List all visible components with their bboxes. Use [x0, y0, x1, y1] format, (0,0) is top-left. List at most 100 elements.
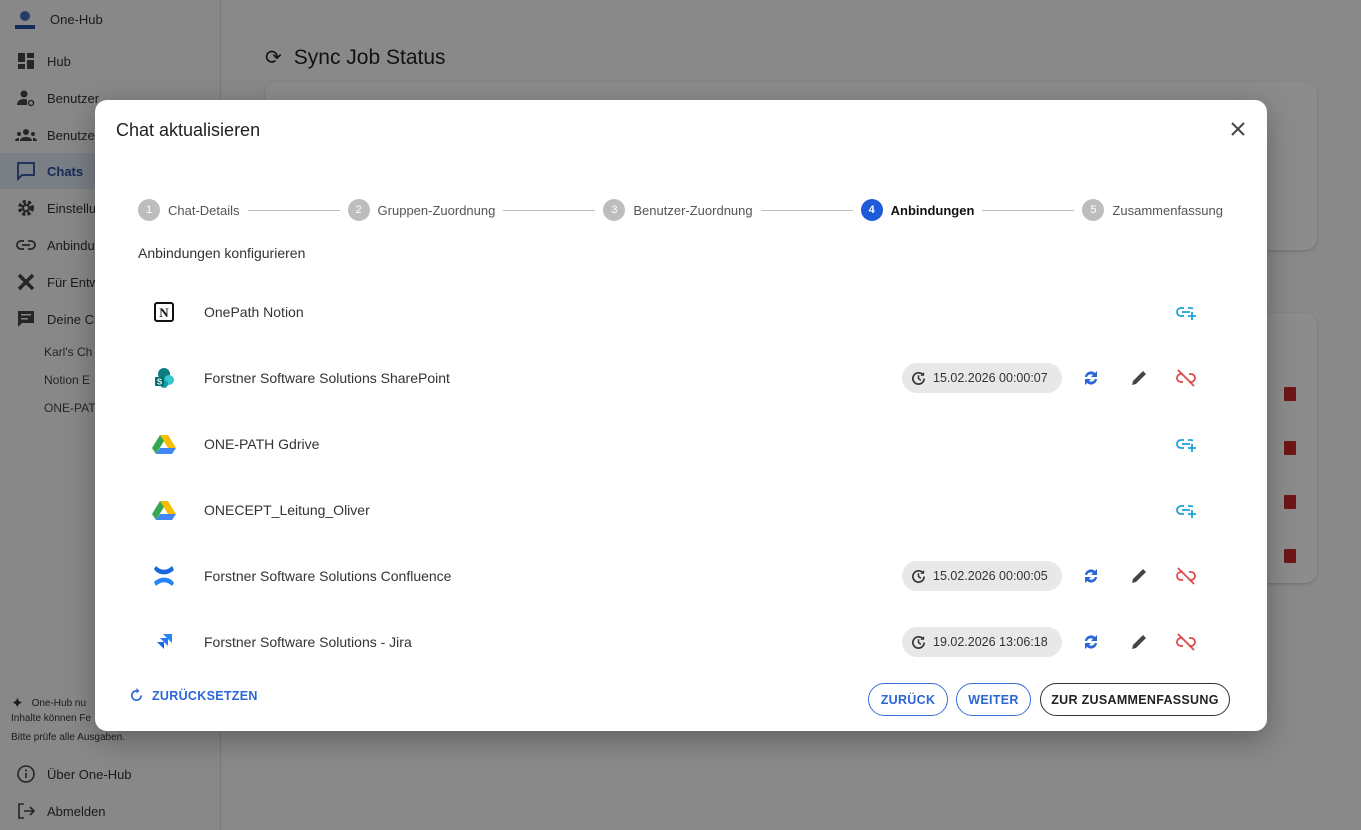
add-link-icon — [1175, 434, 1197, 454]
delete-icon[interactable] — [1284, 495, 1296, 509]
step-label: Anbindungen — [890, 202, 975, 218]
delete-icon[interactable] — [1284, 549, 1296, 563]
history-icon — [911, 371, 926, 386]
step-3[interactable]: 3 Benutzer-Zuordnung — [603, 199, 753, 221]
last-sync-time: 19.02.2026 13:06:18 — [933, 635, 1048, 649]
sidebar-item-label: Benutzer — [47, 90, 100, 106]
step-number: 3 — [603, 199, 626, 221]
reset-icon — [131, 688, 143, 701]
connection-row: S Forstner Software Solutions SharePoint 1… — [138, 356, 1218, 400]
unlink-button[interactable] — [1172, 364, 1200, 392]
delete-icon[interactable] — [1284, 387, 1296, 401]
sidebar-item-einstellu[interactable]: Einstellu — [0, 190, 221, 226]
edit-button[interactable] — [1125, 364, 1153, 392]
dialog-title: Chat aktualisieren — [116, 120, 261, 140]
sync-icon: ⟳ — [265, 47, 282, 69]
add-link-button[interactable] — [1172, 430, 1200, 458]
confluence-icon — [149, 561, 179, 591]
logout-link[interactable]: Abmelden — [0, 793, 221, 829]
reset-button[interactable]: ZURÜCKSETZEN — [129, 688, 258, 703]
step-4[interactable]: 4 Anbindungen — [860, 199, 975, 221]
add-link-icon — [1175, 302, 1197, 322]
chat-link[interactable]: Notion E — [44, 373, 91, 387]
logout-icon — [15, 800, 37, 822]
step-label: Benutzer-Zuordnung — [633, 202, 753, 218]
next-button[interactable]: WEITER — [956, 683, 1031, 716]
add-link-button[interactable] — [1172, 496, 1200, 524]
info-icon — [15, 763, 37, 785]
edit-icon — [1130, 567, 1148, 585]
gdrive-icon — [149, 429, 179, 459]
add-link-button[interactable] — [1172, 298, 1200, 326]
sync-icon — [1081, 368, 1101, 388]
history-icon — [911, 569, 926, 584]
jira-icon — [149, 627, 179, 657]
connection-name: Forstner Software Solutions Confluence — [204, 568, 452, 584]
unlink-button[interactable] — [1172, 562, 1200, 590]
edit-button[interactable] — [1125, 562, 1153, 590]
tools-icon — [15, 271, 37, 293]
sidebar-item-frentw[interactable]: Für Entw — [0, 264, 221, 300]
sidebar-item-anbindu[interactable]: Anbindu — [0, 227, 221, 263]
edit-button[interactable] — [1125, 628, 1153, 656]
summary-button[interactable]: ZUR ZUSAMMENFASSUNG — [1040, 683, 1230, 716]
sidebar-item-label: Einstellu — [47, 200, 97, 216]
section-subtitle: Anbindungen konfigurieren — [138, 245, 306, 261]
dashboard-icon — [15, 50, 37, 72]
connection-name: OnePath Notion — [204, 304, 304, 320]
app-title: One-Hub — [50, 11, 103, 27]
svg-text:S: S — [157, 378, 163, 387]
chat-link[interactable]: ONE-PAT — [44, 401, 96, 415]
chat-link[interactable]: Karl's Ch — [44, 345, 93, 359]
last-sync-chip: 15.02.2026 00:00:05 — [902, 561, 1062, 591]
sync-now-button[interactable] — [1077, 628, 1105, 656]
history-icon — [911, 635, 926, 650]
close-icon[interactable] — [1228, 119, 1248, 139]
reset-label: ZURÜCKSETZEN — [152, 688, 258, 703]
sidebar-item-hub[interactable]: Hub — [0, 43, 221, 79]
sync-now-button[interactable] — [1077, 562, 1105, 590]
sync-now-button[interactable] — [1077, 364, 1105, 392]
link-icon — [15, 234, 37, 256]
step-connector — [503, 209, 596, 211]
logo-icon — [15, 11, 35, 29]
sync-icon — [1081, 566, 1101, 586]
sidebar-item-label: Hub — [47, 53, 71, 69]
edit-icon — [1130, 369, 1148, 387]
update-chat-dialog: Chat aktualisieren 1 Chat-Details 2 Gruppen… — [95, 100, 1267, 731]
step-2[interactable]: 2 Gruppen-Zuordnung — [347, 199, 496, 221]
sidebar-item-deinech[interactable]: Deine Ch — [0, 301, 221, 337]
connection-row: Forstner Software Solutions Confluence 15… — [138, 554, 1218, 598]
unlink-button[interactable] — [1172, 628, 1200, 656]
sidebar-item-label: Deine Ch — [47, 311, 102, 327]
logout-label: Abmelden — [47, 803, 106, 819]
app-brand[interactable]: One-Hub — [14, 8, 103, 30]
ai-notice: Inhalte können Fe — [11, 713, 92, 724]
delete-icon[interactable] — [1284, 441, 1296, 455]
page-title-text: Sync Job Status — [293, 45, 446, 69]
connection-name: Forstner Software Solutions - Jira — [204, 634, 412, 650]
sidebar-item-benutzer[interactable]: Benutzer — [0, 80, 221, 116]
connection-row: ONE-PATH Gdrive — [138, 422, 1218, 466]
step-connector — [247, 209, 340, 211]
step-1[interactable]: 1 Chat-Details — [138, 199, 240, 221]
sidebar-item-label: Benutzer — [47, 127, 100, 143]
back-button[interactable]: ZURÜCK — [868, 683, 948, 716]
step-label: Gruppen-Zuordnung — [377, 202, 496, 218]
step-number: 1 — [138, 199, 160, 221]
sparkle-icon: ✦ — [11, 695, 24, 712]
connection-row: N OnePath Notion — [138, 290, 1218, 334]
about-label: Über One-Hub — [47, 766, 132, 782]
sidebar-item-label: Anbindu — [47, 237, 95, 253]
sidebar-item-benutzer[interactable]: Benutzer — [0, 117, 221, 153]
unlink-icon — [1175, 368, 1197, 388]
add-link-icon — [1175, 500, 1197, 520]
gear-icon — [15, 197, 37, 219]
ai-notice: One-Hub nu — [31, 697, 87, 709]
connection-row: ONECEPT_Leitung_Oliver — [138, 488, 1218, 532]
last-sync-chip: 15.02.2026 00:00:07 — [902, 363, 1062, 393]
step-label: Zusammenfassung — [1112, 202, 1223, 218]
step-5[interactable]: 5 Zusammenfassung — [1082, 199, 1223, 221]
about-link[interactable]: Über One-Hub — [0, 756, 221, 792]
groups-icon — [15, 124, 37, 146]
